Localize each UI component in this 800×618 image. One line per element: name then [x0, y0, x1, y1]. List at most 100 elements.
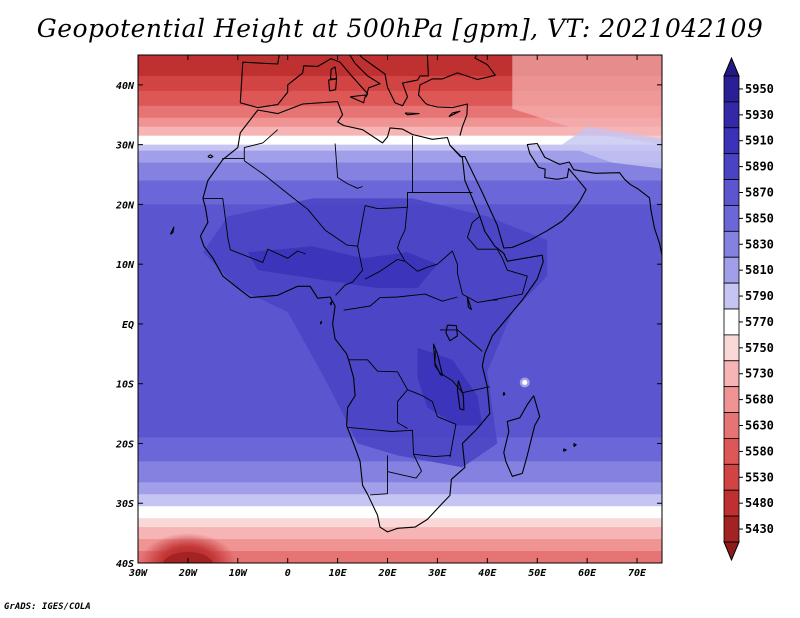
- island-outline-9: [502, 391, 506, 396]
- country-border-7: [335, 246, 364, 296]
- colorbar-swatch-5870: [723, 179, 740, 206]
- country-border-17: [387, 454, 422, 479]
- island-outline-4: [349, 94, 367, 104]
- height-band-5730: [138, 527, 662, 540]
- height-band-5830: [138, 461, 662, 483]
- colorbar-swatch-5730: [723, 360, 740, 388]
- height-field: [138, 55, 662, 563]
- island-outline-8: [573, 443, 577, 448]
- lat-tick-label: 20N: [115, 200, 135, 211]
- colorbar-top-arrow: [723, 56, 740, 77]
- colorbar-swatch-5930: [723, 101, 740, 129]
- country-border-9: [466, 216, 481, 238]
- height-region-5790-northeast: [562, 126, 662, 169]
- africa-coastline: [199, 101, 544, 533]
- height-low-center: [162, 551, 214, 563]
- lat-tick-label: 10S: [116, 380, 134, 391]
- colorbar-swatch-5910: [723, 127, 740, 155]
- lat-tick-label: 40S: [116, 559, 134, 570]
- colorbar-label-5910: 5910: [745, 134, 774, 148]
- europe-coastline-0: [239, 55, 280, 103]
- island-outline-11: [329, 300, 333, 306]
- lon-tick-label: 70E: [628, 568, 647, 579]
- colorbar-swatch-5630: [723, 412, 740, 439]
- colorbar-label-5890: 5890: [745, 160, 774, 174]
- colorbar-label-5630: 5630: [745, 419, 774, 433]
- height-band-5750: [138, 518, 662, 528]
- lat-tick-label: 30N: [115, 141, 135, 152]
- colorbar-swatch-5480: [723, 489, 740, 517]
- country-border-1: [222, 129, 278, 159]
- colorbar-bottom-arrow: [723, 541, 740, 562]
- colorbar-swatch-5810: [723, 256, 740, 284]
- lake-outline-3: [466, 296, 472, 311]
- lat-tick-label: 20S: [115, 439, 134, 450]
- height-band-5810: [138, 482, 662, 495]
- colorbar-label-5680: 5680: [745, 393, 774, 407]
- lon-tick-label: 30E: [427, 568, 447, 579]
- footer-credit: GrADS: IGES/COLA: [4, 602, 91, 612]
- colorbar-label-5770: 5770: [745, 315, 774, 329]
- map-title: Geopotential Height at 500hPa [gpm], VT:…: [36, 14, 764, 43]
- height-band-5730: [138, 126, 662, 137]
- colorbar-label-5750: 5750: [745, 341, 774, 355]
- country-border-6: [202, 197, 306, 263]
- country-border-5: [397, 204, 408, 262]
- colorbar-label-5730: 5730: [745, 367, 774, 381]
- height-band-5630: [138, 551, 662, 563]
- height-band-5680: [138, 117, 662, 128]
- country-border-10: [467, 237, 528, 301]
- colorbar-label-5930: 5930: [745, 108, 774, 122]
- europe-coastline-1: [240, 55, 496, 136]
- lake-outline-1: [432, 343, 443, 376]
- country-border-16: [370, 455, 388, 496]
- lon-tick-label: 10E: [329, 568, 348, 579]
- island-outline-3: [328, 78, 338, 92]
- height-band-5790: [138, 144, 662, 152]
- colorbar-swatch-5890: [723, 153, 740, 180]
- colorbar-swatch-5850: [723, 205, 740, 232]
- colorbar-label-5430: 5430: [745, 522, 774, 536]
- lat-tick-label: 30S: [115, 499, 134, 510]
- lon-tick-label: 10W: [229, 568, 248, 579]
- colorbar-swatch-5750: [723, 334, 740, 362]
- country-border-15: [347, 426, 451, 458]
- colorbar-label-5830: 5830: [745, 237, 774, 251]
- lon-tick-label: 20W: [178, 568, 198, 579]
- colorbar-swatch-5830: [723, 230, 740, 258]
- country-border-14: [348, 359, 457, 458]
- madagascar-coastline: [503, 395, 541, 477]
- colorbar-swatch-5580: [723, 438, 740, 465]
- colorbar-label-5530: 5530: [745, 470, 774, 484]
- lake-outline-0: [445, 324, 458, 342]
- lon-tick-label: 50E: [528, 568, 547, 579]
- lon-tick-label: 30W: [128, 568, 148, 579]
- height-low-core: [139, 533, 236, 563]
- height-band-5830: [138, 162, 662, 182]
- height-band-5680: [138, 539, 662, 552]
- height-band-5770: [138, 135, 662, 146]
- colorbar-label-5580: 5580: [745, 444, 774, 458]
- colorbar-swatch-5950: [723, 75, 740, 103]
- colorbar-swatch-5530: [723, 463, 740, 491]
- lon-tick-label: 60E: [578, 568, 597, 579]
- colorbar-label-5950: 5950: [745, 82, 774, 96]
- lon-tick-label: 0: [285, 568, 291, 579]
- coastlines-and-borders: [169, 55, 662, 533]
- island-outline-10: [319, 321, 323, 325]
- colorbar-swatch-5430: [723, 515, 740, 543]
- lon-tick-label: 20E: [377, 568, 397, 579]
- country-border-8: [364, 250, 498, 303]
- island-outline-0: [207, 154, 214, 159]
- country-border-4: [407, 192, 473, 205]
- country-border-18: [397, 389, 408, 429]
- country-border-11: [343, 293, 458, 311]
- lon-tick-label: 40E: [478, 568, 497, 579]
- height-band-5810: [138, 150, 662, 164]
- colorbar-swatch-5680: [723, 386, 740, 413]
- country-border-3: [334, 143, 363, 189]
- colorbar-label-5850: 5850: [745, 211, 774, 225]
- country-border-12: [439, 329, 483, 352]
- island-outline-1: [169, 226, 175, 235]
